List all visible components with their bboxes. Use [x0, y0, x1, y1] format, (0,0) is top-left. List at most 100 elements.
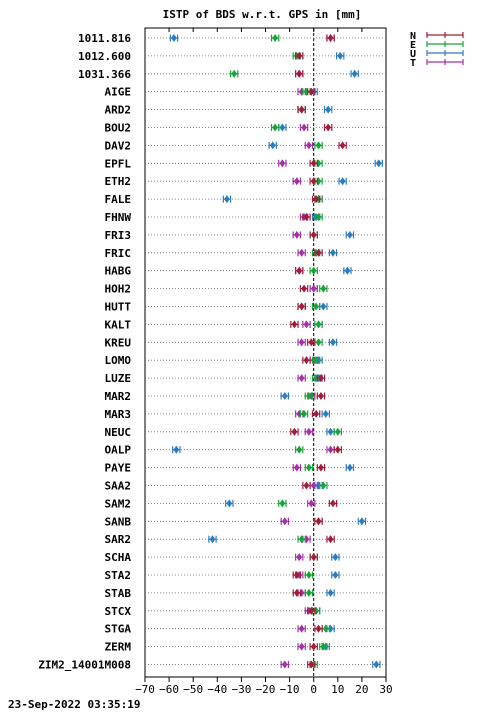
point-t: [304, 427, 314, 436]
legend-label-t: T: [410, 58, 416, 69]
point-e: [229, 69, 239, 78]
point-n: [302, 481, 311, 490]
point-e: [304, 570, 314, 580]
point-n: [302, 212, 311, 222]
x-tick-label: −10: [280, 683, 300, 696]
point-n: [290, 320, 299, 329]
station-label: FHNW: [105, 211, 132, 224]
point-t: [297, 642, 306, 651]
point-n: [326, 33, 335, 43]
station-label: 1031.366: [78, 68, 131, 81]
point-n: [311, 409, 321, 418]
station-label: LUZE: [105, 372, 132, 385]
point-u: [357, 517, 367, 526]
x-tick-label: −30: [231, 683, 251, 696]
point-n: [297, 302, 306, 311]
point-n: [309, 159, 318, 168]
x-tick-label: 0: [310, 683, 317, 696]
point-n: [302, 356, 311, 365]
legend-label-n: N: [410, 31, 416, 42]
point-u: [345, 230, 355, 239]
point-u: [321, 409, 330, 418]
point-t: [295, 553, 304, 562]
point-n: [309, 230, 318, 239]
point-u: [326, 588, 335, 597]
point-t: [292, 230, 302, 239]
point-n: [307, 606, 316, 615]
point-t: [297, 374, 306, 383]
point-n: [299, 284, 309, 293]
station-label: FRIC: [105, 247, 132, 260]
point-t: [299, 123, 309, 132]
station-label: 1012.600: [78, 50, 131, 63]
point-u: [323, 105, 333, 114]
x-tick-label: −20: [256, 683, 276, 696]
point-t: [292, 463, 302, 472]
point-n: [316, 374, 326, 383]
point-e: [299, 409, 309, 418]
station-label: STA2: [105, 569, 132, 582]
point-n: [307, 660, 316, 669]
point-t: [292, 177, 302, 186]
station-label: MAR3: [105, 408, 132, 421]
x-tick-label: −50: [183, 683, 203, 696]
station-label: SAR2: [105, 533, 132, 546]
point-e: [311, 356, 321, 365]
point-n: [297, 105, 306, 114]
station-label: ARD2: [105, 104, 132, 117]
station-label: KALT: [105, 318, 132, 331]
point-n: [314, 624, 323, 633]
point-n: [323, 123, 333, 132]
station-label: SANB: [105, 515, 132, 528]
point-e: [270, 33, 280, 43]
point-n: [292, 570, 302, 580]
point-t: [280, 660, 289, 669]
point-t: [307, 499, 316, 508]
point-n: [316, 463, 326, 472]
point-e: [270, 123, 280, 132]
point-t: [278, 159, 287, 168]
station-label: HUTT: [105, 301, 132, 314]
x-tick-label: −70: [135, 683, 155, 696]
point-n: [333, 445, 343, 454]
station-labels: 1011.816 1012.600 1031.366 AIGE ARD2 BOU2 DAV2…: [38, 32, 131, 672]
point-t: [297, 338, 306, 347]
station-label: PAYE: [105, 462, 132, 475]
grid-lines: [144, 27, 387, 678]
point-e: [314, 141, 323, 150]
point-u: [345, 463, 355, 472]
point-u: [331, 570, 340, 580]
point-u: [280, 391, 289, 401]
point-t: [304, 141, 314, 150]
point-t: [309, 284, 318, 293]
x-tick-label: −40: [207, 683, 227, 696]
point-e: [333, 427, 343, 436]
point-e: [278, 499, 287, 508]
point-u: [372, 660, 381, 669]
chart-title: ISTP of BDS w.r.t. GPS in [mm]: [163, 8, 362, 21]
x-tick-label: 20: [355, 683, 368, 696]
station-label: STAB: [105, 587, 132, 600]
point-n: [309, 553, 318, 562]
point-u: [278, 123, 287, 132]
station-label: AIGE: [105, 86, 132, 99]
x-tick-label: 10: [331, 683, 344, 696]
station-label: EPFL: [105, 157, 132, 170]
data-marks: [169, 33, 383, 669]
point-u: [169, 33, 179, 43]
station-label: MAR2: [105, 390, 132, 403]
station-label: ZERM: [105, 641, 132, 654]
station-label: ZIM2_14001M008: [38, 659, 131, 672]
point-e: [321, 624, 330, 633]
station-label: FALE: [105, 193, 132, 206]
point-n: [314, 517, 323, 526]
point-n: [316, 391, 326, 401]
station-label: LOMO: [105, 354, 132, 367]
station-label: HABG: [105, 265, 132, 278]
legend-label-u: U: [410, 49, 416, 60]
point-u: [225, 499, 234, 508]
point-u: [208, 535, 217, 544]
point-u: [350, 69, 359, 78]
point-n: [295, 266, 304, 275]
point-t: [280, 517, 289, 526]
